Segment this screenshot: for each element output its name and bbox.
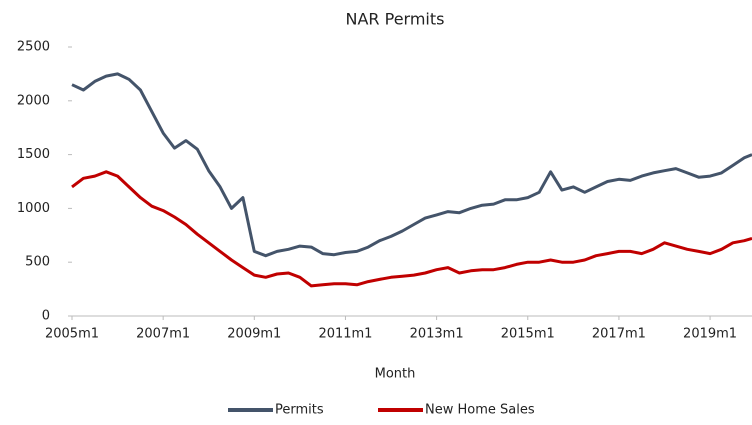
y-tick-label: 1000 xyxy=(17,201,50,216)
x-tick-label: 2009m1 xyxy=(227,327,281,342)
x-tick-label: 2017m1 xyxy=(592,327,646,342)
legend-label: New Home Sales xyxy=(425,403,535,418)
y-tick-label: 2000 xyxy=(17,93,50,108)
x-tick-label: 2013m1 xyxy=(410,327,464,342)
legend-label: Permits xyxy=(275,403,324,418)
series-line xyxy=(71,72,752,258)
x-tick-label: 2019m1 xyxy=(683,327,737,342)
y-tick-label: 0 xyxy=(42,309,50,324)
x-tick-label: 2005m1 xyxy=(45,327,99,342)
y-tick-label: 2500 xyxy=(17,40,50,55)
x-tick-label: 2007m1 xyxy=(136,327,190,342)
y-tick-label: 1500 xyxy=(17,147,50,162)
chart-title: NAR Permits xyxy=(346,10,445,29)
y-tick-label: 500 xyxy=(25,255,50,270)
series-line xyxy=(71,170,752,288)
x-tick-label: 2011m1 xyxy=(318,327,372,342)
x-tick-label: 2015m1 xyxy=(501,327,555,342)
x-axis-label: Month xyxy=(375,367,416,382)
